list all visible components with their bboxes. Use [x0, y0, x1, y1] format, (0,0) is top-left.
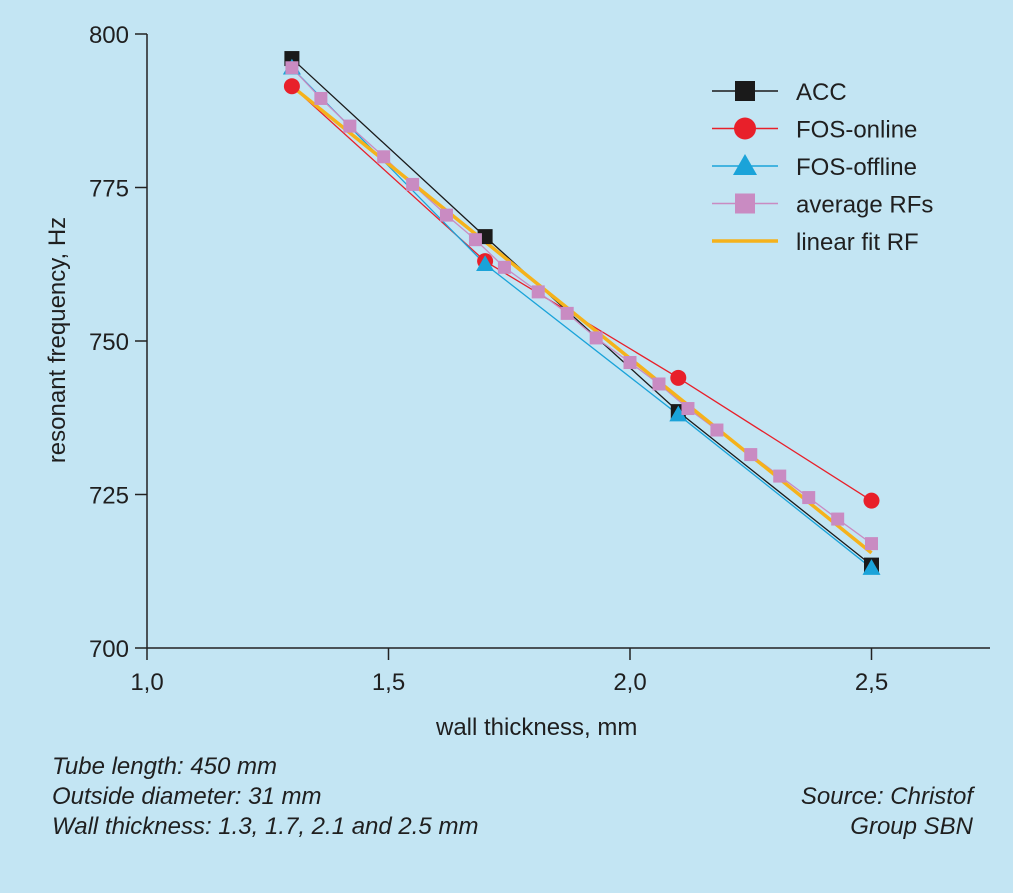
tube-notes: Tube length: 450 mm Outside diameter: 31… — [52, 752, 478, 842]
legend-label: ACC — [796, 79, 847, 106]
y-tick-label: 750 — [89, 329, 129, 356]
data-point — [497, 260, 511, 274]
data-point — [862, 559, 881, 575]
data-point — [560, 306, 574, 320]
series-line — [291, 58, 872, 566]
data-point — [744, 448, 758, 462]
data-point — [865, 537, 878, 551]
data-point — [531, 285, 545, 299]
note-wall-thickness: Wall thickness: 1.3, 1.7, 2.1 and 2.5 mm — [52, 813, 479, 840]
legend-label: linear fit RF — [796, 229, 919, 256]
data-point — [802, 491, 816, 505]
data-point — [831, 512, 845, 526]
y-axis-label: resonant frequency, Hz — [44, 216, 71, 464]
y-tick-label: 775 — [89, 176, 129, 203]
x-tick-label: 1,0 — [130, 669, 163, 696]
data-point — [476, 255, 495, 271]
data-point — [314, 91, 328, 105]
legend-marker — [735, 193, 755, 214]
data-point — [623, 355, 637, 369]
data-point — [669, 405, 688, 422]
data-point — [377, 150, 391, 164]
legend-label: FOS-offline — [796, 154, 917, 181]
data-point — [283, 78, 300, 95]
legend-marker — [734, 117, 756, 140]
data-point — [863, 492, 880, 509]
y-tick-label: 700 — [89, 636, 129, 663]
source-credit: Source: Christof Group SBN — [801, 782, 973, 842]
source-line-2: Group SBN — [850, 813, 973, 840]
note-outside-diameter: Outside diameter: 31 mm — [52, 783, 322, 810]
data-point — [652, 377, 666, 391]
x-axis-label: wall thickness, mm — [436, 714, 638, 741]
data-point — [439, 208, 453, 222]
series-line — [291, 85, 872, 502]
data-point — [710, 423, 724, 437]
x-tick-label: 2,5 — [855, 669, 888, 696]
data-point — [773, 469, 787, 483]
y-tick-label: 725 — [89, 483, 129, 510]
data-point — [589, 331, 603, 345]
x-tick-label: 1,5 — [372, 669, 405, 696]
legend-label: average RFs — [796, 192, 933, 219]
legend-marker — [735, 81, 755, 101]
data-point — [670, 369, 687, 386]
data-point — [681, 402, 695, 416]
data-point — [285, 61, 299, 75]
legend-label: FOS-online — [796, 117, 917, 144]
y-tick-label: 800 — [89, 22, 129, 49]
data-point — [343, 119, 357, 133]
source-line-1: Source: Christof — [800, 783, 973, 810]
x-tick-label: 2,0 — [613, 669, 646, 696]
data-point — [406, 177, 420, 191]
data-point — [468, 233, 482, 247]
legend-marker — [733, 154, 757, 175]
note-tube-length: Tube length: 450 mm — [52, 753, 278, 780]
